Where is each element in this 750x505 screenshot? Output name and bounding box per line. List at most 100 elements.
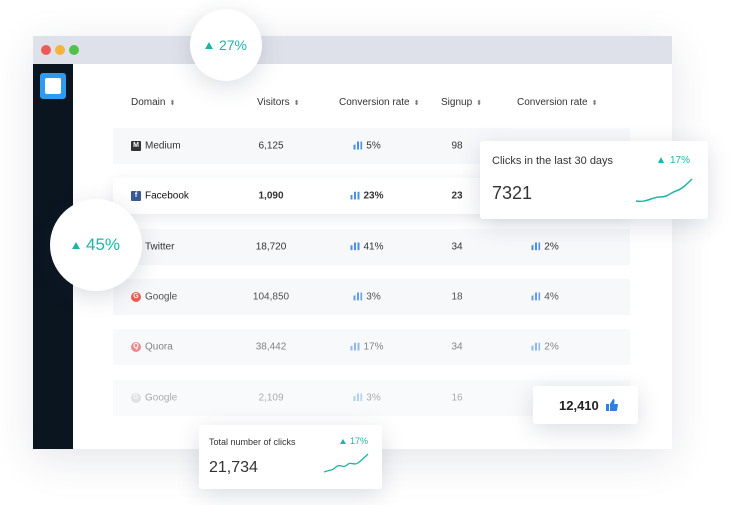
signup: 34 (451, 241, 462, 252)
column-header[interactable]: Conversion rate ⬍ (339, 97, 419, 108)
cell-value: 23% (363, 190, 384, 202)
change-value: 17% (349, 436, 368, 446)
domain-icon: G (131, 392, 141, 403)
conversion-rate: 4% (531, 291, 559, 302)
table-row[interactable] (113, 329, 630, 366)
sparkline (635, 178, 693, 203)
table-row[interactable] (113, 228, 630, 265)
conversion-rate: 17% (350, 341, 384, 353)
cell-value: 3% (366, 392, 381, 403)
cell-value: 17% (363, 341, 384, 353)
conversion-rate: 41% (350, 241, 384, 253)
cell-value: 34 (451, 341, 463, 353)
cell-value: 41% (363, 241, 384, 253)
clicks-card: Clicks in the last 30 days 17% 7321 (480, 141, 708, 219)
conversion-rate: 3% (353, 291, 381, 303)
cell-value: 98 (451, 140, 463, 152)
bar-icon (531, 242, 541, 251)
likes-value: 12,410 (559, 398, 599, 413)
cell-value: 2% (544, 341, 559, 353)
domain-icon: G (131, 291, 141, 302)
domain: Quora (145, 341, 173, 353)
cell-value: 18 (451, 291, 463, 303)
domain: Google (145, 291, 178, 303)
table-row[interactable] (113, 278, 630, 315)
card-value: 7321 (492, 183, 533, 203)
header-text: Visitors (257, 97, 290, 108)
up-arrow (71, 241, 80, 249)
thumbs-up-icon (606, 399, 618, 411)
domain: Google (145, 392, 178, 403)
header-text: Domain (131, 97, 166, 108)
bar-icon (353, 292, 363, 301)
bar-icon (353, 141, 363, 150)
sort-icon: ⬍ (169, 100, 176, 107)
up-arrow (339, 439, 346, 444)
up-arrow (204, 41, 213, 49)
change-value: 17% (669, 155, 690, 166)
domain: Twitter (145, 241, 175, 253)
signup: 23 (451, 191, 462, 202)
column-header[interactable]: Domain ⬍ (131, 97, 175, 108)
bar-icon (350, 342, 360, 351)
cell-value: 3% (366, 291, 381, 303)
signup: 98 (451, 141, 462, 152)
signup: 34 (451, 342, 462, 353)
header-text: Signup (441, 97, 473, 108)
domain-icon: Q (131, 342, 141, 353)
conversion-rate: 2% (531, 341, 559, 353)
cell-value: 5% (366, 140, 381, 152)
visitors: 18,720 (255, 241, 287, 253)
bar-icon (531, 342, 541, 351)
signup: 18 (451, 291, 462, 302)
visitors: 1,090 (258, 190, 284, 202)
badge-value: 27% (218, 37, 248, 53)
conversion-rate: 5% (353, 140, 381, 152)
close-button[interactable] (41, 45, 51, 55)
sort-icon: ⬍ (293, 100, 300, 107)
visitors: 104,850 (252, 291, 290, 303)
domain: Medium (145, 140, 181, 152)
likes-card: 12,410 (533, 386, 638, 424)
domain-icon: M (131, 141, 141, 151)
logo[interactable] (40, 73, 66, 99)
badge: 27% (190, 9, 262, 81)
cell-value: 16 (451, 392, 463, 403)
sort-icon: ⬍ (591, 100, 598, 107)
column-header[interactable]: Signup ⬍ (441, 97, 482, 108)
visitors: 2,109 (258, 392, 284, 403)
sparkline-path (635, 178, 693, 203)
conversion-rate: 3% (353, 392, 381, 403)
signup: 16 (451, 392, 462, 403)
cell-value: 34 (451, 241, 463, 253)
bar-icon (531, 292, 541, 301)
cell-value: 2% (544, 241, 559, 253)
bar-icon (350, 242, 360, 251)
visitors: 6,125 (258, 140, 284, 152)
title-bar (33, 36, 672, 64)
badge-value: 45% (85, 235, 121, 254)
bar-icon (350, 191, 360, 200)
conversion-rate: 23% (350, 190, 384, 202)
icon-shape (606, 399, 618, 411)
bar-icon (353, 393, 363, 401)
domain: Facebook (145, 190, 189, 202)
card-value: 21,734 (209, 459, 258, 476)
card-title: Total number of clicks (209, 437, 296, 447)
conversion-rate: 2% (531, 241, 559, 253)
domain-icon: f (131, 191, 141, 202)
card-change: 17% (657, 155, 690, 166)
minimize-button[interactable] (55, 45, 65, 55)
up-arrow (657, 157, 664, 163)
column-header[interactable]: Visitors ⬍ (257, 97, 299, 108)
card-change: 17% (339, 436, 368, 446)
maximize-button[interactable] (69, 45, 79, 55)
total-clicks-card: Total number of clicks 17% 21,734 (199, 425, 382, 489)
logo-mark (45, 78, 61, 94)
cell-value: 23 (451, 190, 463, 202)
sort-icon: ⬍ (413, 100, 420, 107)
badge: 45% (50, 199, 142, 291)
column-header[interactable]: Conversion rate ⬍ (517, 97, 597, 108)
card-title: Clicks in the last 30 days (492, 155, 614, 167)
